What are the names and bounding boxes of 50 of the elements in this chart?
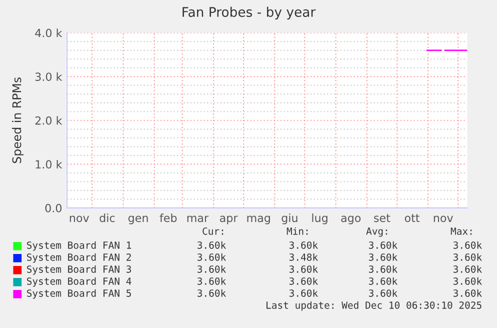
text: 3.60k xyxy=(368,253,398,261)
x-tick-label: apr xyxy=(220,216,238,224)
text: 3.60k xyxy=(198,289,226,297)
legend-label: System Board FAN 2 xyxy=(27,253,131,263)
text: 3.60k xyxy=(198,265,226,273)
y-axis-title: Speed in RPMs xyxy=(12,77,24,164)
text: 3.60k xyxy=(289,265,318,273)
x-tick-label: ago xyxy=(341,216,361,224)
x-tick-label: nov xyxy=(434,216,453,222)
x-tick-label: feb xyxy=(160,214,177,222)
text: 3.48k xyxy=(289,253,318,261)
text: 3.60k xyxy=(453,253,482,261)
x-tick-label: dic xyxy=(100,214,115,222)
text: 3.60k xyxy=(368,241,398,249)
text: 3.60k xyxy=(368,277,398,285)
x-tick-label: gen xyxy=(128,216,148,224)
text: Cur: xyxy=(202,227,224,235)
x-tick-label: set xyxy=(374,214,390,222)
text: Last update: Wed Dec 10 06:30:10 2025 xyxy=(266,301,482,311)
x-tick-label: lug xyxy=(312,214,328,224)
text: Avg: xyxy=(366,228,388,237)
legend-label: System Board FAN 4 xyxy=(27,277,132,287)
x-tick-label: mar xyxy=(187,216,209,222)
text: 3.60k xyxy=(289,289,318,297)
x-tick-label: nov xyxy=(70,216,90,222)
y-tick-label: 0.0 xyxy=(45,204,62,212)
y-tick-label: 3.0 k xyxy=(35,72,62,81)
text: 3.60k xyxy=(453,277,482,285)
y-tick-label: 2.0 k xyxy=(35,116,62,125)
text: 3.60k xyxy=(198,277,226,285)
text: 3.60k xyxy=(368,265,398,273)
text: 3.60k xyxy=(453,241,482,249)
text: 3.60k xyxy=(289,241,318,249)
y-tick-label: 4.0 k xyxy=(35,28,62,38)
y-tick-label: 1.0 k xyxy=(36,160,62,169)
text: Max: xyxy=(450,228,472,235)
x-tick-label: giu xyxy=(282,214,298,224)
x-tick-label: mag xyxy=(247,216,270,224)
text: 3.60k xyxy=(198,253,226,261)
legend-label: System Board FAN 1 xyxy=(27,241,132,251)
text: 3.60k xyxy=(453,289,482,297)
legend-label: System Board FAN 3 xyxy=(27,265,131,275)
text: 3.60k xyxy=(453,265,482,273)
x-tick-label: ott xyxy=(404,214,420,222)
chart-title: Fan Probes - by year xyxy=(182,6,316,20)
text: Min: xyxy=(286,227,308,235)
text: 3.60k xyxy=(289,277,318,285)
text: 3.60k xyxy=(198,241,226,249)
legend-label: System Board FAN 5 xyxy=(27,289,131,299)
text: 3.60k xyxy=(368,289,398,297)
